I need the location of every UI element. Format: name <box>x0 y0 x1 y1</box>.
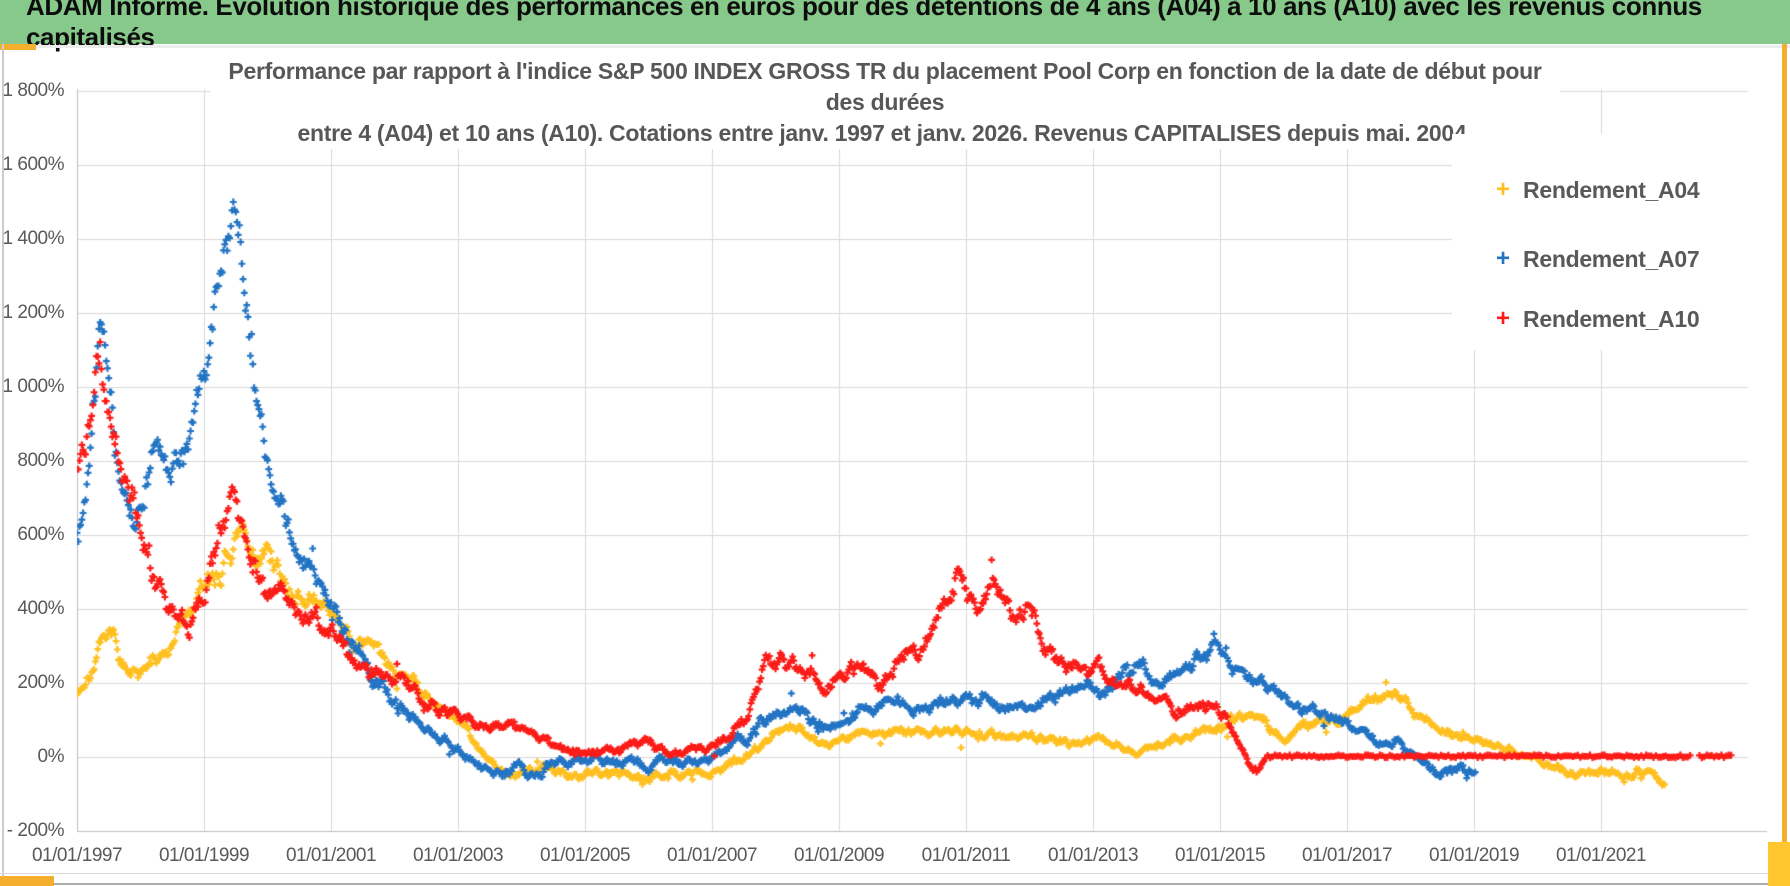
y-axis-tick-label: 800% <box>17 450 64 471</box>
x-axis-tick-label: 01/01/1997 <box>31 845 123 866</box>
y-axis-tick-label: 400% <box>17 598 64 619</box>
gold-corner-bottom-right <box>1768 842 1790 886</box>
chart-title-line1: Performance par rapport à l'indice S&P 5… <box>228 58 1542 115</box>
chart-title: Performance par rapport à l'indice S&P 5… <box>210 56 1560 149</box>
chart-legend: + Rendement_A04 + Rendement_A07 + Rendem… <box>1452 134 1782 350</box>
x-axis-tick-label: 01/01/2013 <box>1047 845 1139 866</box>
x-axis-tick-label: 01/01/2017 <box>1301 845 1393 866</box>
y-axis-tick-label: 200% <box>17 672 64 693</box>
chart-title-line2: entre 4 (A04) et 10 ans (A10). Cotations… <box>297 120 1473 146</box>
x-axis-tick-label: 01/01/2005 <box>539 845 631 866</box>
y-axis-tick-label: 1 000% <box>2 376 65 397</box>
plus-marker-icon: + <box>1496 176 1511 203</box>
x-axis-tick-label: 01/01/2009 <box>793 845 885 866</box>
slide-right-border <box>1782 44 1787 886</box>
y-axis-tick-label: 1 800% <box>2 80 65 101</box>
x-axis-tick-label: 01/01/2015 <box>1174 845 1266 866</box>
x-axis-tick-label: 01/01/2019 <box>1428 845 1520 866</box>
x-axis-tick-label: 01/01/2011 <box>921 845 1011 866</box>
x-axis-tick-label: 01/01/2003 <box>412 845 504 866</box>
legend-item-rendement-a07: + Rendement_A07 <box>1496 242 1700 276</box>
gold-corner-bottom-left <box>0 876 54 886</box>
y-axis-tick-label: 600% <box>17 524 64 545</box>
y-axis-tick-label: 1 600% <box>2 154 65 175</box>
plus-marker-icon: + <box>1496 305 1511 332</box>
legend-label: Rendement_A07 <box>1523 245 1700 272</box>
x-axis-tick-label: 01/01/2021 <box>1555 845 1647 866</box>
y-axis-tick-label: 1 200% <box>2 302 65 323</box>
x-axis-tick-label: 01/01/1999 <box>158 845 250 866</box>
y-axis-tick-label: 1 400% <box>2 228 65 249</box>
y-axis-tick-label: - 200% <box>6 820 65 841</box>
legend-item-rendement-a10: + Rendement_A10 <box>1496 302 1700 336</box>
x-axis-tick-label: 01/01/2007 <box>666 845 758 866</box>
plus-marker-icon: + <box>1496 245 1511 272</box>
legend-label: Rendement_A10 <box>1523 305 1700 332</box>
x-axis-tick-label: 01/01/2001 <box>285 845 377 866</box>
legend-item-rendement-a04: + Rendement_A04 <box>1496 173 1700 207</box>
y-axis-tick-label: 0% <box>37 746 65 767</box>
legend-label: Rendement_A04 <box>1523 176 1700 203</box>
